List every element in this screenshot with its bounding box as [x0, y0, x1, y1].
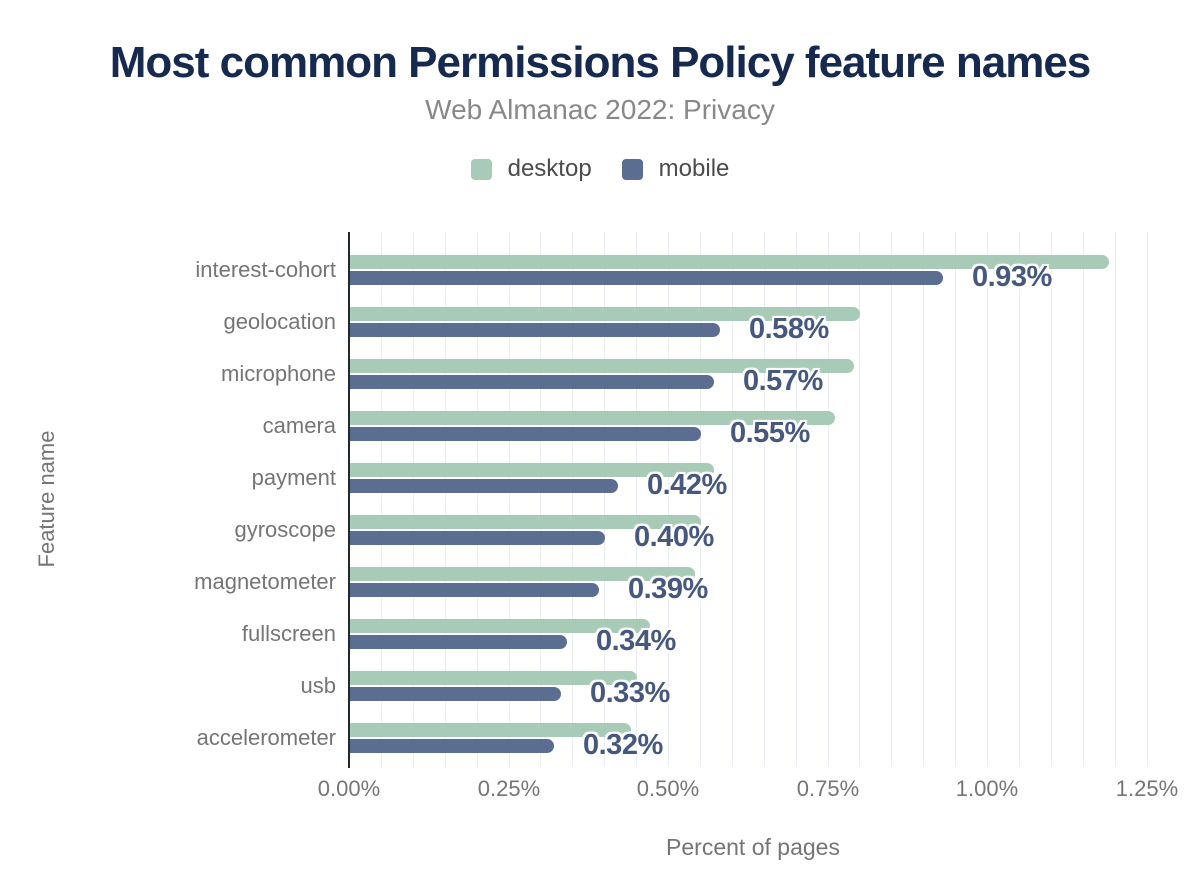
bar-desktop-payment — [350, 463, 714, 477]
x-tick-label: 0.25% — [477, 776, 541, 801]
bar-mobile-payment — [350, 479, 618, 493]
value-label-microphone: 0.57% — [743, 365, 823, 397]
bar-desktop-usb — [350, 671, 637, 685]
x-tick-label: 1.25% — [1115, 776, 1179, 801]
y-axis-title: Feature name — [34, 430, 59, 568]
gridline — [859, 232, 860, 767]
category-label-microphone: microphone — [221, 361, 336, 386]
category-label-usb: usb — [300, 673, 336, 698]
gridline — [413, 232, 414, 767]
value-label-usb: 0.33% — [590, 677, 670, 709]
gridline — [572, 232, 573, 767]
gridline — [987, 232, 988, 767]
value-label-accelerometer: 0.32% — [583, 729, 663, 761]
chart-subtitle: Web Almanac 2022: Privacy — [425, 94, 775, 125]
category-label-payment: payment — [251, 465, 336, 490]
gridline — [923, 232, 924, 767]
bar-desktop-microphone — [350, 359, 854, 373]
x-tick-label: 0.75% — [796, 776, 860, 801]
x-axis-title: Percent of pages — [666, 834, 840, 860]
gridline — [636, 232, 637, 767]
x-tick-label: 1.00% — [955, 776, 1019, 801]
y-axis-line — [348, 232, 350, 768]
gridline — [828, 232, 829, 767]
category-label-camera: camera — [262, 413, 336, 438]
category-label-interest-cohort: interest-cohort — [195, 257, 336, 282]
chart-legend: desktop mobile — [0, 155, 1200, 183]
bar-mobile-magnetometer — [350, 583, 599, 597]
bar-desktop-gyroscope — [350, 515, 701, 529]
category-label-geolocation: geolocation — [223, 309, 336, 334]
gridline — [1147, 232, 1148, 767]
gridline — [509, 232, 510, 767]
gridline — [1083, 232, 1084, 767]
bar-mobile-gyroscope — [350, 531, 605, 545]
value-label-magnetometer: 0.39% — [628, 573, 708, 605]
gridline — [891, 232, 892, 767]
value-label-camera: 0.55% — [730, 417, 810, 449]
bar-mobile-fullscreen — [350, 635, 567, 649]
gridline — [540, 232, 541, 767]
gridline — [732, 232, 733, 767]
legend-label-desktop: desktop — [507, 155, 592, 182]
bar-desktop-camera — [350, 411, 835, 425]
category-label-gyroscope: gyroscope — [234, 517, 336, 542]
legend-swatch-mobile — [621, 158, 643, 180]
gridline — [477, 232, 478, 767]
bar-mobile-geolocation — [350, 323, 720, 337]
bar-mobile-usb — [350, 687, 561, 701]
gridline — [796, 232, 797, 767]
bar-mobile-interest-cohort — [350, 271, 943, 285]
gridline — [381, 232, 382, 767]
bar-desktop-geolocation — [350, 307, 860, 321]
legend-label-mobile: mobile — [658, 155, 730, 182]
bar-desktop-interest-cohort — [350, 255, 1109, 269]
bar-desktop-magnetometer — [350, 567, 695, 581]
gridline — [700, 232, 701, 767]
legend-item-desktop: desktop — [470, 155, 592, 183]
gridline — [955, 232, 956, 767]
category-label-fullscreen: fullscreen — [241, 621, 336, 646]
category-label-accelerometer: accelerometer — [196, 725, 336, 750]
gridline — [445, 232, 446, 767]
bar-mobile-camera — [350, 427, 701, 441]
chart-title: Most common Permissions Policy feature n… — [109, 38, 1092, 87]
value-label-geolocation: 0.58% — [749, 313, 829, 345]
value-label-fullscreen: 0.34% — [596, 625, 676, 657]
gridline — [764, 232, 765, 767]
gridline — [1019, 232, 1020, 767]
gridline — [604, 232, 605, 767]
value-label-payment: 0.42% — [647, 469, 727, 501]
legend-item-mobile: mobile — [621, 155, 730, 183]
gridline — [1051, 232, 1052, 767]
bar-desktop-fullscreen — [350, 619, 650, 633]
legend-swatch-desktop — [470, 158, 492, 180]
x-tick-label: 0.50% — [636, 776, 700, 801]
value-label-interest-cohort: 0.93% — [972, 261, 1052, 293]
gridline — [668, 232, 669, 767]
x-tick-label: 0.00% — [317, 776, 381, 801]
bar-desktop-accelerometer — [350, 723, 631, 737]
bar-mobile-microphone — [350, 375, 714, 389]
category-label-magnetometer: magnetometer — [194, 569, 336, 594]
gridline — [1115, 232, 1116, 767]
bar-mobile-accelerometer — [350, 739, 554, 753]
value-label-gyroscope: 0.40% — [634, 521, 714, 553]
